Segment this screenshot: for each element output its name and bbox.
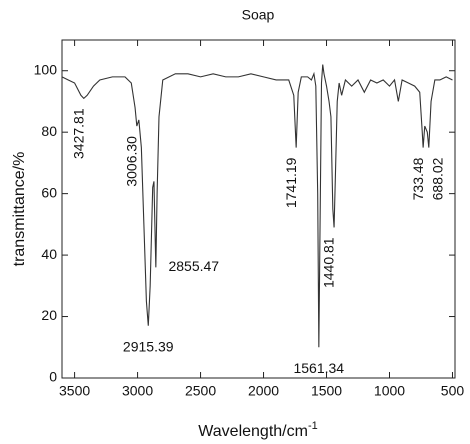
peak-label: 1561.34 bbox=[293, 360, 344, 376]
peak-label: 733.48 bbox=[410, 157, 426, 200]
x-axis-label: Wavelength/cm-1 bbox=[198, 420, 317, 440]
y-axis-label: transmittance/% bbox=[11, 152, 28, 267]
y-tick-label: 100 bbox=[34, 61, 58, 77]
peak-label: 688.02 bbox=[430, 157, 446, 200]
y-tick-label: 0 bbox=[49, 369, 57, 385]
x-tick-label: 1000 bbox=[374, 383, 405, 399]
peak-label: 2855.47 bbox=[168, 258, 219, 274]
y-tick-label: 40 bbox=[41, 246, 57, 262]
x-tick-label: 3500 bbox=[59, 383, 90, 399]
x-tick-label: 3000 bbox=[122, 383, 153, 399]
x-label-sup: -1 bbox=[308, 420, 318, 432]
peak-label: 2915.39 bbox=[123, 338, 174, 354]
chart-title: Soap bbox=[242, 7, 275, 23]
plot-frame bbox=[61, 39, 456, 379]
peak-label: 3427.81 bbox=[70, 108, 86, 159]
x-tick-label: 1500 bbox=[311, 383, 342, 399]
peak-label: 1440.81 bbox=[321, 237, 337, 288]
y-tick-label: 20 bbox=[41, 307, 57, 323]
y-tick-label: 80 bbox=[41, 123, 57, 139]
x-tick-label: 2500 bbox=[185, 383, 216, 399]
y-tick-label: 60 bbox=[41, 184, 57, 200]
peak-label: 1741.19 bbox=[283, 157, 299, 208]
spectrum-line bbox=[61, 64, 453, 348]
peak-label: 3006.30 bbox=[123, 136, 139, 187]
x-tick-label: 500 bbox=[441, 383, 465, 399]
x-label-main: Wavelength/cm bbox=[198, 423, 308, 440]
x-tick-label: 2000 bbox=[248, 383, 279, 399]
